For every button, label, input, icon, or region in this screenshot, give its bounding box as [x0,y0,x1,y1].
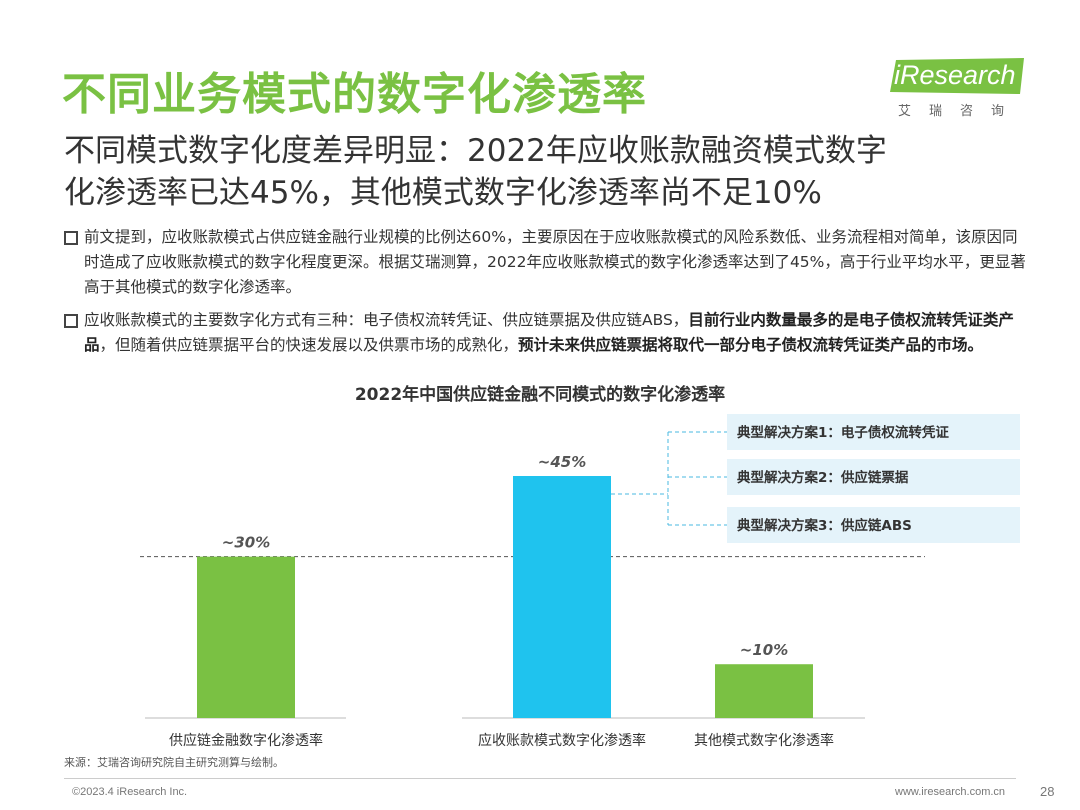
logo-subtitle: 艾瑞咨询 [898,104,1023,119]
bullet-text: 应收账款模式的主要数字化方式有三种：电子债权流转凭证、供应链票据及供应链ABS，… [84,308,1029,358]
bar-chart: ~30% 供应链金融数字化渗透率 ~45% 应收账款模式数字化渗透率 ~10% 其他模式数… [140,414,1020,749]
logo-text: iResearch [894,60,1016,90]
slide-subtitle: 不同模式数字化度差异明显：2022年应收账款融资模式数字 化渗透率已达45%，其… [64,130,1024,214]
iresearch-logo: iResearch 艾瑞咨询 [890,58,1030,128]
subtitle-line-1: 不同模式数字化度差异明显：2022年应收账款融资模式数字 [64,133,887,169]
bullet-text-bold: 预计未来供应链票据将取代一部分电子债权流转凭证类产品的市场。 [518,336,984,354]
bullet-text-part: ，但随着供应链票据平台的快速发展以及供票市场的成熟化， [99,336,519,354]
annotation-text-2: 典型解决方案2：供应链票据 [737,469,909,486]
bar-2 [513,476,611,718]
bullet-square-icon [64,314,78,328]
category-label-1: 供应链金融数字化渗透率 [169,732,323,749]
bullet-point-2: 应收账款模式的主要数字化方式有三种：电子债权流转凭证、供应链票据及供应链ABS，… [64,308,1029,358]
website-url: www.iresearch.com.cn [895,786,1006,798]
footer-divider [64,778,1016,779]
annotation-box-3 [727,507,1020,543]
chart-title: 2022年中国供应链金融不同模式的数字化渗透率 [354,385,726,405]
bar-3 [715,664,813,718]
source-note: 来源：艾瑞咨询研究院自主研究测算与绘制。 [64,756,284,769]
bullet-point-1: 前文提到，应收账款模式占供应链金融行业规模的比例达60%，主要原因在于应收账款模… [64,225,1029,300]
bar-1 [197,556,295,718]
annotation-text-3: 典型解决方案3：供应链ABS [737,517,912,534]
category-label-2: 应收账款模式数字化渗透率 [478,732,646,749]
category-label-3: 其他模式数字化渗透率 [694,732,834,749]
annotation-box-2 [727,459,1020,495]
logo-badge [890,58,1024,94]
copyright: ©2023.4 iResearch Inc. [72,786,188,798]
bullet-text-part: 应收账款模式的主要数字化方式有三种：电子债权流转凭证、供应链票据及供应链ABS， [84,311,689,329]
annotation-box-1 [727,414,1020,450]
data-label-1: ~30% [222,534,270,552]
page-title: 不同业务模式的数字化渗透率 [62,69,647,120]
data-label-2: ~45% [538,453,586,471]
annotation-text-1: 典型解决方案1：电子债权流转凭证 [737,424,949,441]
page-number: 28 [1040,784,1055,799]
bullet-text: 前文提到，应收账款模式占供应链金融行业规模的比例达60%，主要原因在于应收账款模… [84,228,1026,296]
bullet-text-bold: 目前行业内数量最多的是电子债权流转凭证类产品 [84,311,1014,354]
data-label-3: ~10% [740,641,788,659]
subtitle-line-2: 化渗透率已达45%，其他模式数字化渗透率尚不足10% [64,175,822,211]
bullet-square-icon [64,231,78,245]
